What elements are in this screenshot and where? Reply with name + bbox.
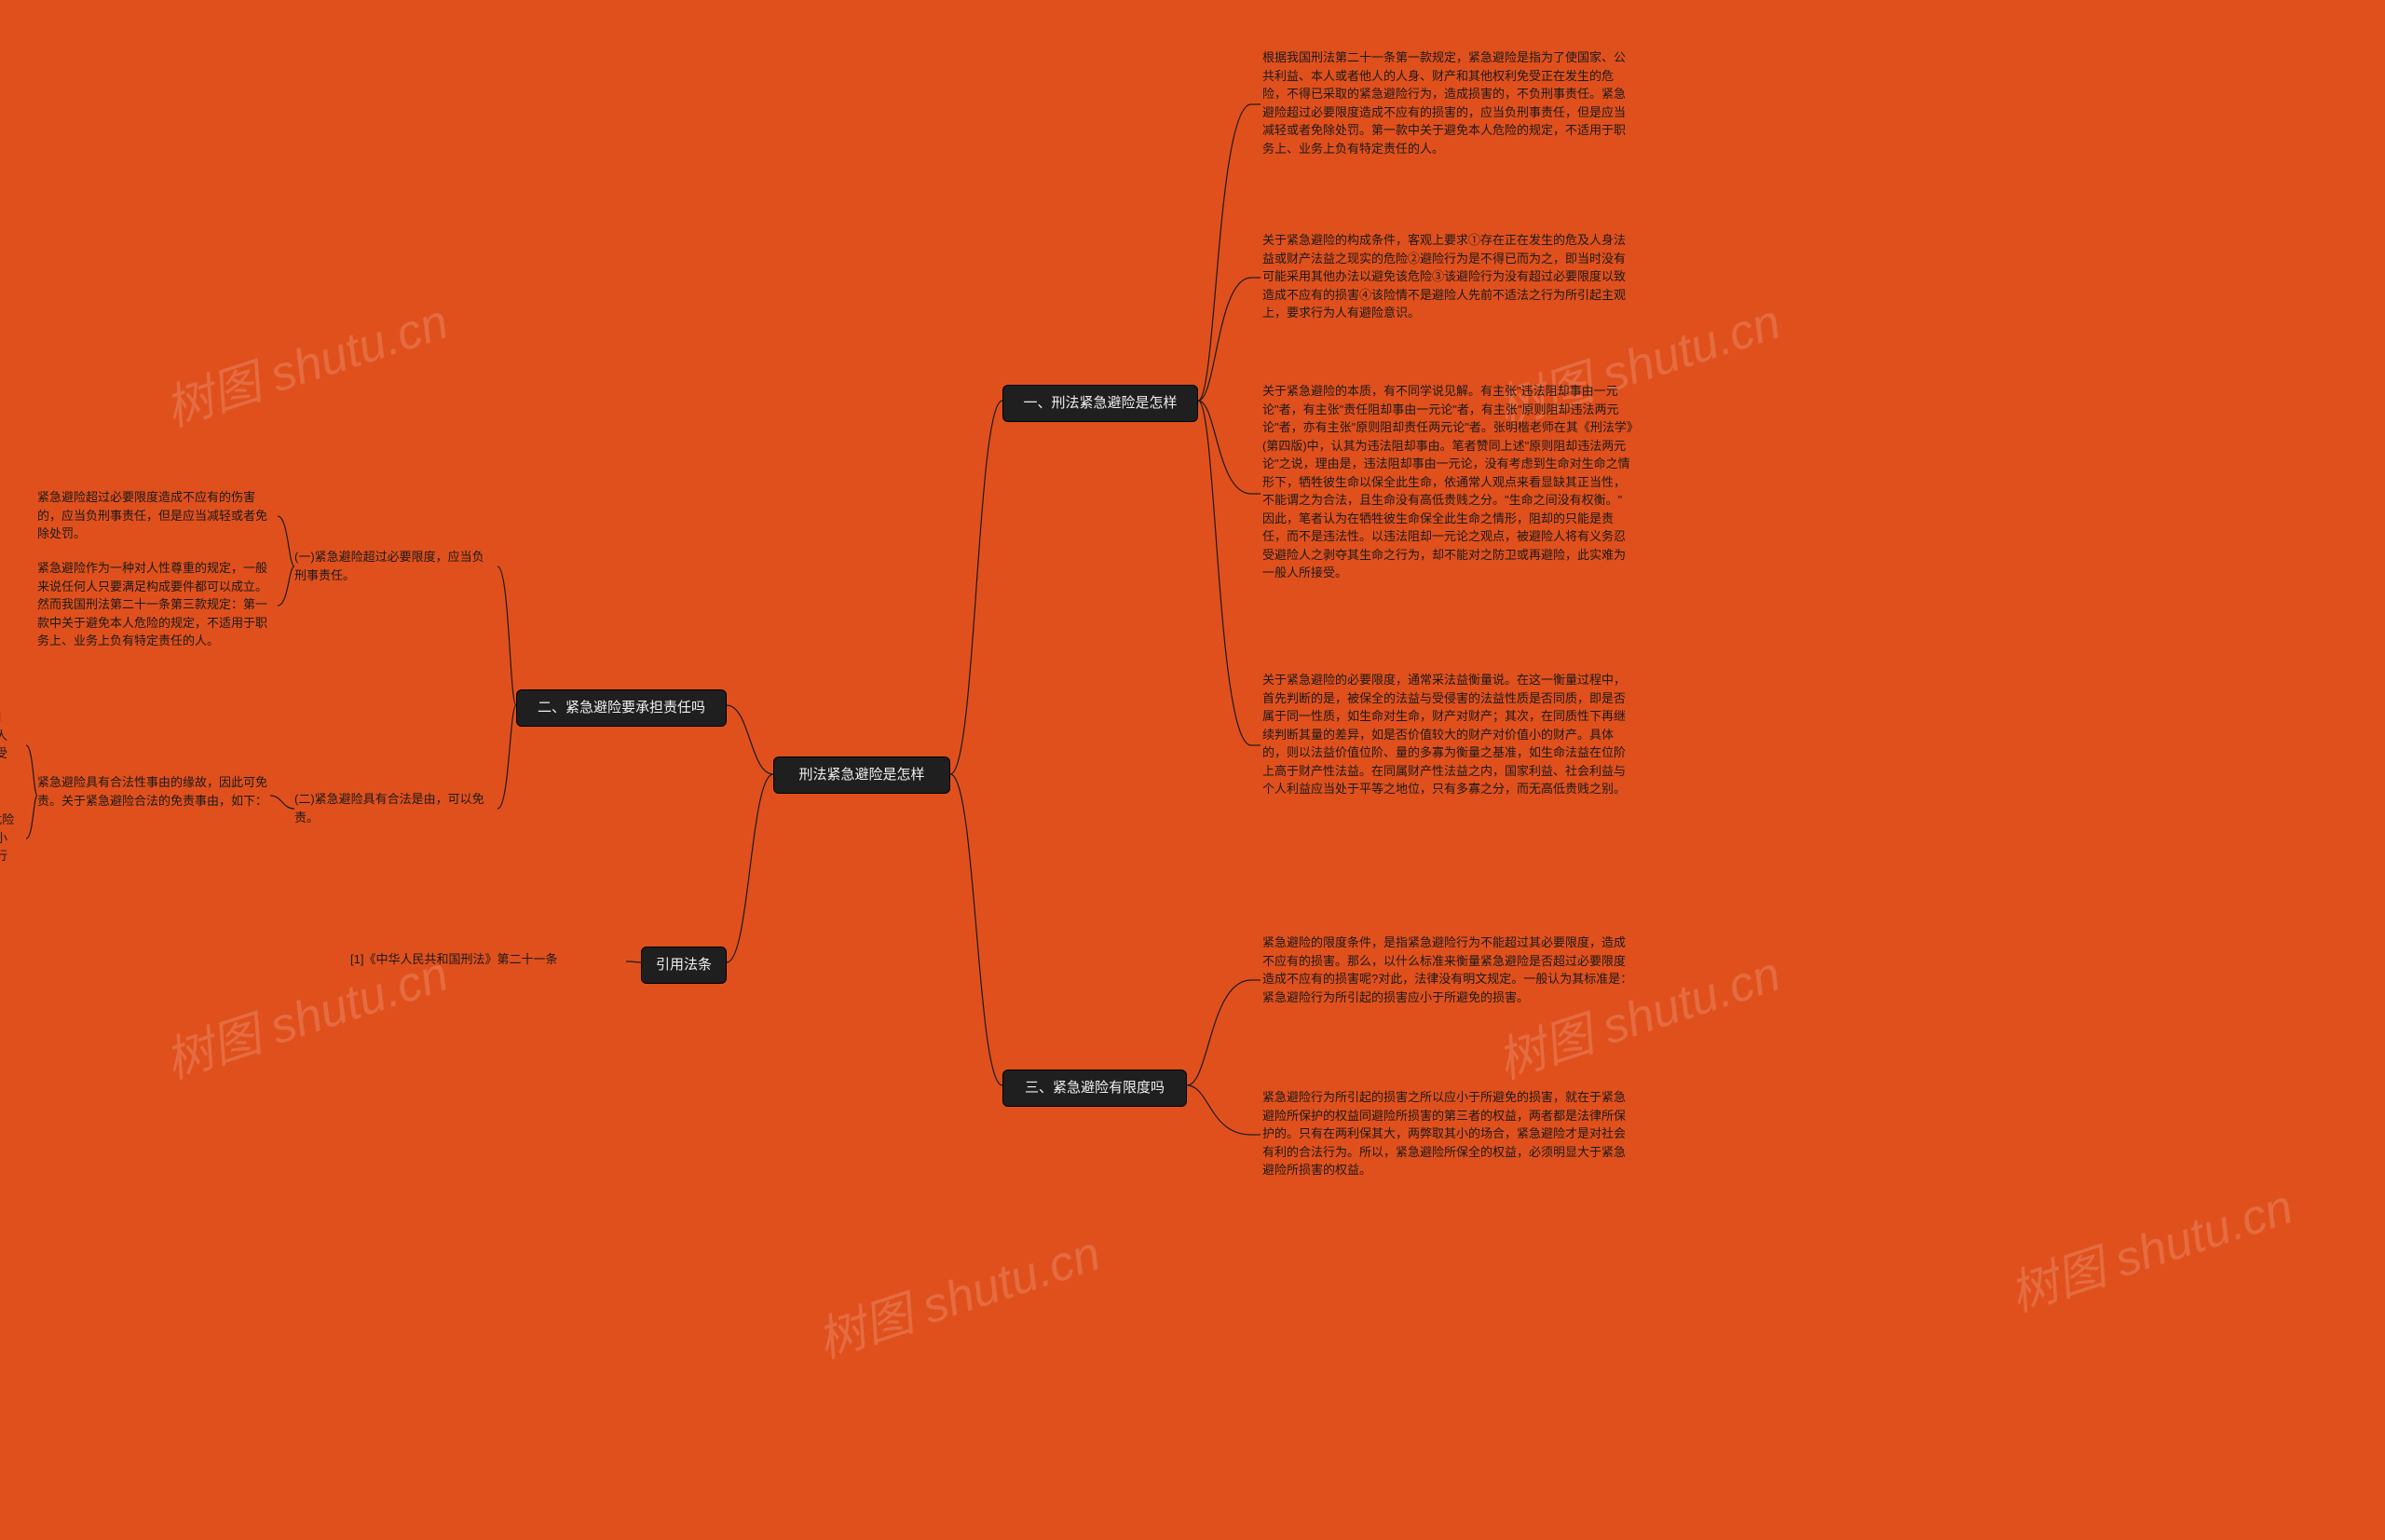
leaf-text: 紧急避险超过必要限度造成不应有的伤害的，应当负刑事责任，但是应当减轻或者免除处罚… xyxy=(37,488,270,543)
leaf-text: 紧急避险的限度条件，是指紧急避险行为不能超过其必要限度，造成不应有的损害。那么，… xyxy=(1262,934,1635,1006)
leaf-text: [1]《中华人民共和国刑法》第二十一条 xyxy=(350,950,620,969)
leaf-text: (二)紧急避险具有合法是由，可以免责。 xyxy=(294,790,490,826)
leaf-text: 关于紧急避险的构成条件，客观上要求①存在正在发生的危及人身法益或财产法益之现实的… xyxy=(1262,231,1635,322)
branch-node[interactable]: 二、紧急避险要承担责任吗 xyxy=(516,689,727,727)
leaf-text: (一)紧急避险超过必要限度，应当负刑事责任。 xyxy=(294,548,490,584)
leaf-text: 1、从主观上看，实行紧急避险的目的，是为了使国家、公共利益、本人或他人的人身、财… xyxy=(0,708,19,781)
branch-node[interactable]: 引用法条 xyxy=(641,947,727,984)
leaf-text: 关于紧急避险的必要限度，通常采法益衡量说。在这一衡量过程中，首先判断的是，被保全… xyxy=(1262,671,1635,798)
branch-node[interactable]: 三、紧急避险有限度吗 xyxy=(1002,1070,1187,1107)
leaf-text: 2、从客观上看，它是在处于紧急危险的状态下，不得已采取的以损害较小的合法益来保全… xyxy=(0,811,19,883)
leaf-text: 紧急避险作为一种对人性尊重的规定，一般来说任何人只要满足构成要件都可以成立。然而… xyxy=(37,559,270,650)
root-node[interactable]: 刑法紧急避险是怎样 xyxy=(773,756,950,794)
leaf-text: 关于紧急避险的本质，有不同学说见解。有主张"违法阻却事由一元论"者，有主张"责任… xyxy=(1262,382,1635,582)
leaf-text: 紧急避险行为所引起的损害之所以应小于所避免的损害，就在于紧急避险所保护的权益同避… xyxy=(1262,1088,1635,1179)
leaf-text: 紧急避险具有合法性事由的缘故，因此可免责。关于紧急避险合法的免责事由，如下： xyxy=(37,773,270,810)
node-layer: 刑法紧急避险是怎样 一、刑法紧急避险是怎样 根据我国刑法第二十一条第一款规定，紧急避… xyxy=(0,0,2385,1540)
leaf-text: 根据我国刑法第二十一条第一款规定，紧急避险是指为了使国家、公共利益、本人或者他人… xyxy=(1262,48,1635,157)
branch-node[interactable]: 一、刑法紧急避险是怎样 xyxy=(1002,385,1198,422)
